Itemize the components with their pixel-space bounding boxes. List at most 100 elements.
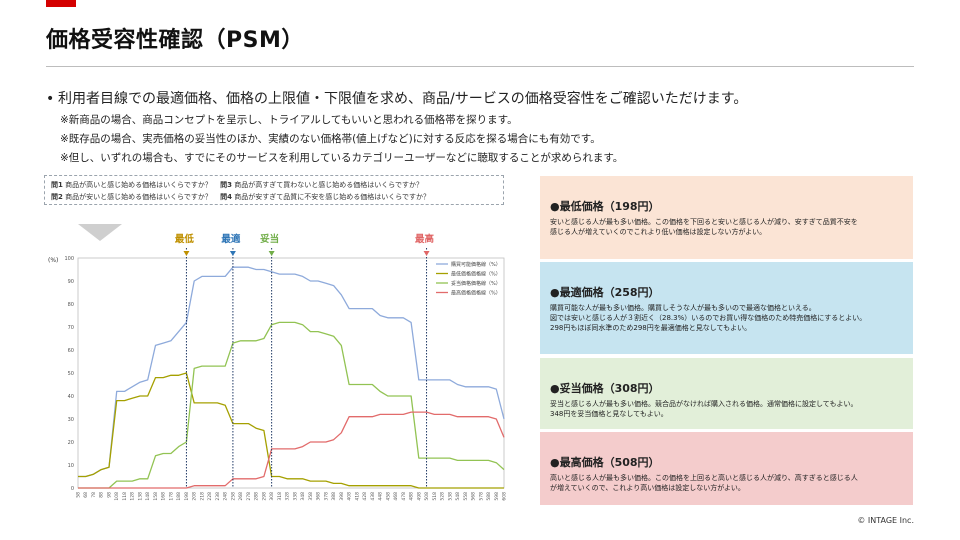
x-tick-label: 528 bbox=[440, 492, 446, 501]
x-tick-label: 168 bbox=[161, 492, 167, 501]
q4-text: 商品が安すぎて品質に不安を感じ始める価格はいくらですか？ bbox=[234, 193, 431, 201]
panel-title: ●妥当価格（308円） bbox=[550, 382, 660, 395]
accent-tab bbox=[46, 0, 76, 7]
x-tick-label: 388 bbox=[331, 492, 337, 501]
legend-label: 最低価格価格線（%） bbox=[451, 270, 501, 277]
bullet-icon: • bbox=[46, 91, 55, 107]
x-tick-label: 538 bbox=[447, 492, 453, 501]
panel-reasonable-price: ●妥当価格（308円） 妥当と感じる人が最も多い価格。競合品がなければ購入される… bbox=[540, 358, 913, 429]
panel-text: が増えていくので、これより高い価格は設定しない方がよい。 bbox=[550, 484, 745, 492]
panel-text: 348円を妥当価格と見なしてもよい。 bbox=[550, 410, 668, 418]
x-tick-label: 488 bbox=[409, 492, 415, 501]
x-tick-label: 478 bbox=[401, 492, 407, 501]
intro-main: • 利用者目線での最適価格、価格の上限値・下限値を求め、商品/サービスの価格受容性… bbox=[46, 88, 926, 108]
marker-arrow-icon bbox=[229, 251, 236, 256]
note-2: ※既存品の場合、実売価格の妥当性のほか、実績のない価格帯(値上げなど)に対する反… bbox=[60, 133, 601, 145]
x-tick-label: 78 bbox=[91, 492, 97, 498]
panel-lowest-price: ●最低価格（198円） 安いと感じる人が最も多い価格。この価格を下回ると安いと感… bbox=[540, 176, 913, 259]
x-tick-label: 378 bbox=[323, 492, 329, 501]
x-tick-label: 608 bbox=[502, 492, 508, 501]
y-tick-label: 30 bbox=[68, 417, 74, 423]
x-tick-label: 298 bbox=[261, 492, 267, 501]
x-tick-label: 108 bbox=[114, 492, 120, 501]
x-tick-label: 498 bbox=[416, 492, 422, 501]
x-tick-label: 508 bbox=[424, 492, 430, 501]
x-tick-label: 198 bbox=[184, 492, 190, 501]
title-divider bbox=[46, 66, 914, 67]
intro-text: 利用者目線での最適価格、価格の上限値・下限値を求め、商品/サービスの価格受容性を… bbox=[58, 91, 748, 107]
x-tick-label: 468 bbox=[393, 492, 399, 501]
x-tick-label: 148 bbox=[145, 492, 151, 501]
series-line-3 bbox=[78, 321, 505, 489]
x-tick-label: 398 bbox=[339, 492, 345, 501]
panel-text: 高いと感じる人が最も多い価格。この価格を上回ると高いと感じる人が減り、高すぎると… bbox=[550, 474, 858, 482]
x-tick-label: 138 bbox=[137, 492, 143, 501]
y-tick-label: 20 bbox=[68, 440, 74, 446]
series-line-2 bbox=[78, 372, 504, 489]
series-line-4 bbox=[78, 411, 505, 489]
question-row-2: 問2 商品が安いと感じ始める価格はいくらですか？ 問4 商品が安すぎて品質に不安… bbox=[51, 191, 497, 203]
x-tick-label: 258 bbox=[230, 492, 236, 501]
x-tick-label: 98 bbox=[106, 492, 112, 498]
panel-text: 妥当と感じる人が最も多い価格。競合品がなければ購入される価格。通常価格に設定して… bbox=[550, 400, 858, 408]
marker-label: 最低 bbox=[175, 233, 195, 245]
plot-area bbox=[77, 257, 505, 489]
panel-title: ●最低価格（198円） bbox=[550, 200, 660, 213]
x-tick-label: 568 bbox=[471, 492, 477, 501]
panel-text: 298円もほぼ同水準のため298円を最適価格と見なしてもよい。 bbox=[550, 324, 752, 332]
questions-box: 問1 商品が高いと感じ始める価格はいくらですか？ 問3 商品が高すぎて買わないと… bbox=[44, 175, 504, 205]
x-tick-label: 578 bbox=[478, 492, 484, 501]
x-tick-label: 248 bbox=[223, 492, 229, 501]
x-tick-label: 88 bbox=[99, 492, 105, 498]
y-tick-label: 40 bbox=[68, 394, 74, 400]
panel-title: ●最適価格（258円） bbox=[550, 286, 660, 299]
y-tick-label: 60 bbox=[68, 348, 74, 354]
x-tick-label: 178 bbox=[168, 492, 174, 501]
q1-label: 問1 bbox=[51, 181, 63, 189]
x-tick-label: 128 bbox=[130, 492, 136, 501]
q1-text: 商品が高いと感じ始める価格はいくらですか？ bbox=[65, 181, 212, 189]
panel-text: 感じる人が増えていくのでこれより低い価格は設定しない方がよい。 bbox=[550, 228, 767, 236]
x-tick-label: 548 bbox=[455, 492, 461, 501]
x-tick-label: 418 bbox=[354, 492, 360, 501]
x-tick-label: 278 bbox=[246, 492, 252, 501]
x-tick-label: 558 bbox=[463, 492, 469, 501]
x-tick-label: 268 bbox=[238, 492, 244, 501]
x-tick-label: 438 bbox=[370, 492, 376, 501]
q2-text: 商品が安いと感じ始める価格はいくらですか？ bbox=[65, 193, 212, 201]
q4-label: 問4 bbox=[220, 193, 233, 201]
marker-arrow-icon bbox=[268, 251, 275, 256]
x-tick-label: 518 bbox=[432, 492, 438, 501]
legend-label: 最高価格価格線（%） bbox=[451, 289, 501, 296]
y-axis-label: (%) bbox=[48, 257, 58, 264]
series-line-1 bbox=[78, 266, 505, 478]
x-tick-label: 348 bbox=[300, 492, 306, 501]
psm-chart: (%) 0 10 20 30 40 50 60 70 80 90 100 58 68 78 88 98 108 11… bbox=[48, 233, 508, 501]
panel-text: 購買可能な人が最も多い価格。購買しそうな人が最も多いので最適な価格といえる。 bbox=[550, 304, 816, 312]
question-row-1: 問1 商品が高いと感じ始める価格はいくらですか？ 問3 商品が高すぎて買わないと… bbox=[51, 179, 497, 191]
x-tick-label: 68 bbox=[83, 492, 89, 498]
panel-highest-price: ●最高価格（508円） 高いと感じる人が最も多い価格。この価格を上回ると高いと感… bbox=[540, 432, 913, 505]
panel-text: 図では安いと感じる人が３割近く（28.3%）いるのでお買い得な価格のため特売価格… bbox=[550, 314, 867, 322]
panel-optimal-price: ●最適価格（258円） 購買可能な人が最も多い価格。購買しそうな人が最も多いので… bbox=[540, 262, 913, 354]
marker-arrow-icon bbox=[423, 251, 430, 256]
x-tick-label: 238 bbox=[215, 492, 221, 501]
x-tick-label: 208 bbox=[192, 492, 198, 501]
note-3: ※但し、いずれの場合も、すでにそのサービスを利用しているカテゴリーユーザーなどに… bbox=[60, 152, 624, 164]
x-tick-label: 598 bbox=[494, 492, 500, 501]
note-1: ※新商品の場合、商品コンセプトを呈示し、トライアルしてもいいと思われる価格帯を探… bbox=[60, 114, 518, 126]
y-tick-label: 100 bbox=[64, 256, 74, 262]
x-tick-label: 228 bbox=[207, 492, 213, 501]
panel-text: 安いと感じる人が最も多い価格。この価格を下回ると安いと感じる人が減り、安すぎて品… bbox=[550, 218, 858, 226]
y-tick-label: 10 bbox=[68, 463, 74, 469]
down-arrow-icon bbox=[78, 224, 122, 241]
q2-label: 問2 bbox=[51, 193, 63, 201]
marker-arrow-icon bbox=[183, 251, 190, 256]
panel-title: ●最高価格（508円） bbox=[550, 456, 660, 469]
y-tick-label: 80 bbox=[68, 302, 74, 308]
x-tick-label: 338 bbox=[292, 492, 298, 501]
x-tick-label: 308 bbox=[269, 492, 275, 501]
marker-label: 最適 bbox=[221, 233, 241, 245]
x-tick-label: 458 bbox=[385, 492, 391, 501]
x-tick-label: 58 bbox=[76, 492, 82, 498]
